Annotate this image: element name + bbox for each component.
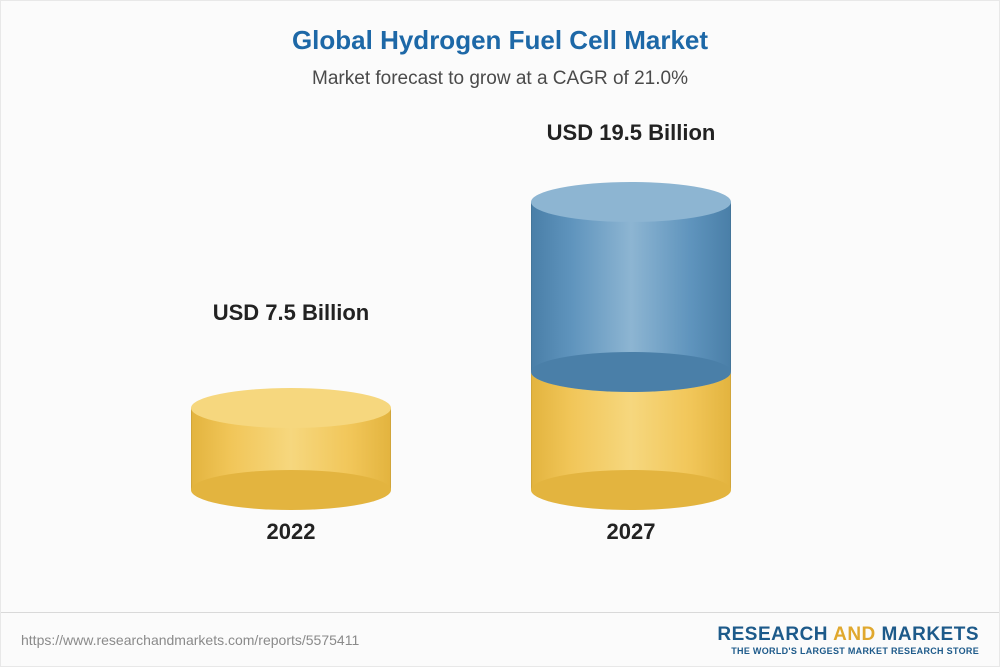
logo-word-research: RESEARCH [717, 624, 828, 645]
chart-area: USD 7.5 Billion 2022 USD 19.5 Billion [1, 110, 999, 540]
chart-container: Global Hydrogen Fuel Cell Market Market … [0, 0, 1000, 667]
cylinder-top [191, 388, 391, 428]
cylinder-stack [191, 408, 391, 490]
cylinder-top [531, 182, 731, 222]
cylinder-segment [191, 408, 391, 490]
logo: RESEARCH AND MARKETS THE WORLD'S LARGEST… [717, 624, 979, 656]
chart-subtitle: Market forecast to grow at a CAGR of 21.… [1, 56, 999, 90]
cylinder-bottom [191, 470, 391, 510]
cylinder-body [531, 202, 731, 372]
bar-year-label: 2022 [181, 519, 401, 545]
bar-year-label: 2027 [521, 519, 741, 545]
bar-value-label: USD 7.5 Billion [181, 300, 401, 326]
cylinder-bottom [531, 352, 731, 392]
logo-word-markets: MARKETS [882, 624, 979, 645]
chart-title: Global Hydrogen Fuel Cell Market [1, 1, 999, 56]
bar-2022: USD 7.5 Billion 2022 [181, 310, 401, 490]
bar-value-label: USD 19.5 Billion [521, 120, 741, 146]
bar-2027: USD 19.5 Billion 2027 [521, 130, 741, 490]
logo-tagline: THE WORLD'S LARGEST MARKET RESEARCH STOR… [717, 646, 979, 656]
cylinder-bottom [531, 470, 731, 510]
logo-text: RESEARCH AND MARKETS [717, 624, 979, 646]
cylinder-segment [531, 202, 731, 372]
logo-word-and: AND [833, 624, 876, 645]
footer: https://www.researchandmarkets.com/repor… [1, 612, 999, 666]
source-url: https://www.researchandmarkets.com/repor… [21, 632, 359, 648]
